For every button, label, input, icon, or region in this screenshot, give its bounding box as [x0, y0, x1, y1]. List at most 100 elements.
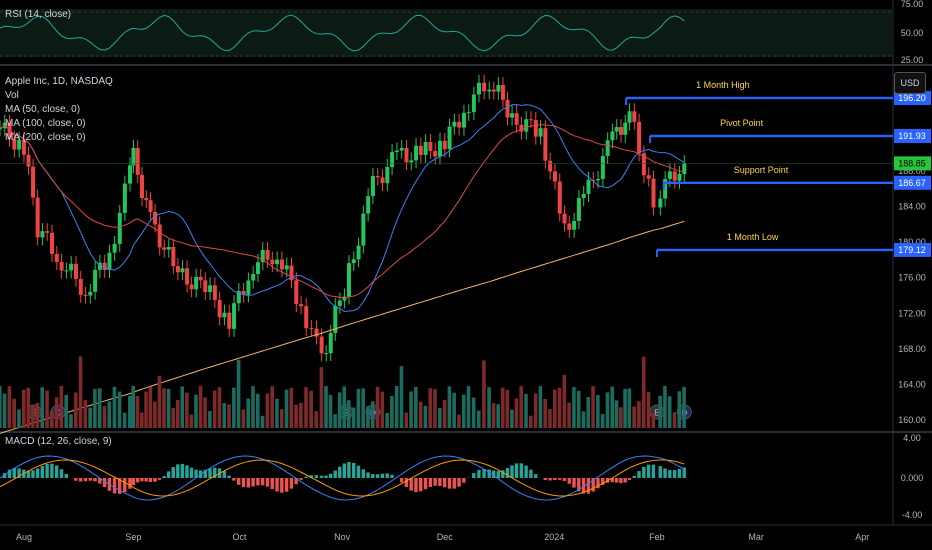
macd-histogram-bar	[2, 473, 7, 478]
symbol-title[interactable]: Apple Inc, 1D, NASDAQ	[5, 76, 113, 87]
macd-histogram-bar	[658, 466, 662, 478]
volume-bar	[361, 388, 365, 428]
candle-body	[279, 259, 284, 270]
macd-histogram-bar	[314, 475, 319, 478]
volume-bar	[180, 386, 185, 428]
candle-body	[548, 160, 553, 172]
rsi-tick: 25.00	[901, 55, 924, 65]
volume-bar	[538, 386, 543, 428]
macd-histogram-bar	[98, 478, 102, 484]
legend-ma200[interactable]: MA (200, close, 0)	[5, 132, 86, 143]
candle-body	[157, 224, 162, 248]
candle-body	[385, 167, 390, 184]
volume-bar	[148, 386, 153, 428]
volume-bar	[198, 386, 203, 428]
macd-histogram-bar	[682, 467, 686, 478]
price-tick: 168.00	[898, 344, 926, 354]
volume-bar	[567, 402, 571, 428]
axes: 75.00 50.00 25.00 188.00 184.00 180.00 176.00 1…	[16, 0, 931, 542]
currency-button[interactable]: USD	[894, 72, 926, 94]
volume-bar	[477, 410, 481, 428]
candle-body	[93, 269, 98, 292]
volume-bar	[102, 406, 107, 428]
macd-histogram-bar	[131, 478, 136, 486]
macd-histogram-bar	[356, 465, 361, 478]
volume-bar	[189, 414, 194, 428]
macd-histogram-bar	[548, 478, 552, 481]
pane-separators	[0, 0, 932, 526]
macd-histogram-bar	[404, 478, 409, 488]
price-tag-label: 186.67	[898, 178, 926, 188]
macd-histogram-bar	[289, 478, 294, 489]
candle-body	[333, 305, 338, 333]
macd-histogram-bar	[35, 468, 40, 478]
macd-histogram-bar	[260, 478, 265, 486]
price-tick: 160.00	[898, 415, 926, 425]
volume-bar	[175, 399, 180, 428]
volume-bar	[466, 386, 471, 428]
candle-body	[144, 198, 149, 201]
macd-histogram-bar	[371, 474, 375, 478]
volume-bar	[658, 395, 662, 428]
volume-bar	[7, 386, 12, 428]
legend-ma50[interactable]: MA (50, close, 0)	[5, 104, 81, 115]
volume-bar	[505, 389, 510, 428]
candle-body	[12, 138, 17, 150]
volume-bar	[246, 398, 250, 428]
candle-body	[404, 147, 409, 163]
candle-body	[26, 154, 31, 167]
candle-body	[651, 178, 656, 208]
rsi-tick: 50.00	[901, 28, 924, 38]
candle-body	[442, 140, 447, 150]
macd-histogram-bar	[637, 471, 641, 478]
candle-body	[166, 246, 171, 250]
macd-histogram-bar	[180, 463, 185, 478]
candle-body	[88, 291, 93, 296]
candle-body	[69, 263, 74, 271]
volume-bar	[533, 393, 538, 428]
macd-histogram-bar	[50, 463, 54, 478]
macd-tick: 4.00	[903, 433, 921, 443]
macd-histogram-bar	[510, 465, 514, 478]
candle-body	[572, 220, 577, 230]
macd-histogram-bar	[144, 478, 148, 482]
macd-histogram-bar	[102, 478, 107, 488]
volume-bar	[309, 390, 313, 428]
macd-histogram-bar	[610, 478, 615, 483]
candle-body	[265, 249, 270, 260]
time-tick: Nov	[334, 532, 351, 542]
volume-bar	[222, 403, 227, 428]
macd-histogram-bar	[567, 478, 571, 484]
candle-body	[591, 179, 596, 181]
volume-bar	[581, 411, 586, 428]
price-tag-label: 188.85	[898, 158, 926, 168]
macd-histogram-bar	[153, 478, 157, 482]
macd-histogram-bar	[74, 478, 78, 481]
volume-bar	[610, 386, 615, 428]
ma50-line	[0, 104, 685, 313]
macd-histogram-bar	[241, 478, 246, 488]
volume-bar	[171, 407, 175, 428]
candle-body	[366, 196, 371, 214]
macd-histogram-bar	[227, 475, 231, 478]
time-tick: Oct	[232, 532, 247, 542]
legend-ma100[interactable]: MA (100, close, 0)	[5, 118, 86, 129]
volume-bar	[0, 386, 2, 428]
candle-body	[50, 232, 55, 254]
ma200-line	[0, 220, 685, 434]
candle-body	[107, 252, 112, 271]
price-tag	[894, 156, 931, 171]
volume-bar	[241, 409, 246, 428]
macd-histogram-bar	[45, 464, 49, 478]
macd-histogram-bar	[31, 470, 35, 478]
candle-body	[236, 291, 241, 304]
macd-histogram-bar	[319, 475, 324, 478]
macd-histogram-bar	[419, 478, 423, 492]
candle-body	[500, 85, 505, 100]
candle-body	[423, 141, 428, 155]
legend-vol[interactable]: Vol	[5, 90, 19, 101]
volume-bar	[442, 399, 447, 428]
macd-histogram-bar	[157, 478, 162, 480]
candle-body	[524, 119, 529, 132]
